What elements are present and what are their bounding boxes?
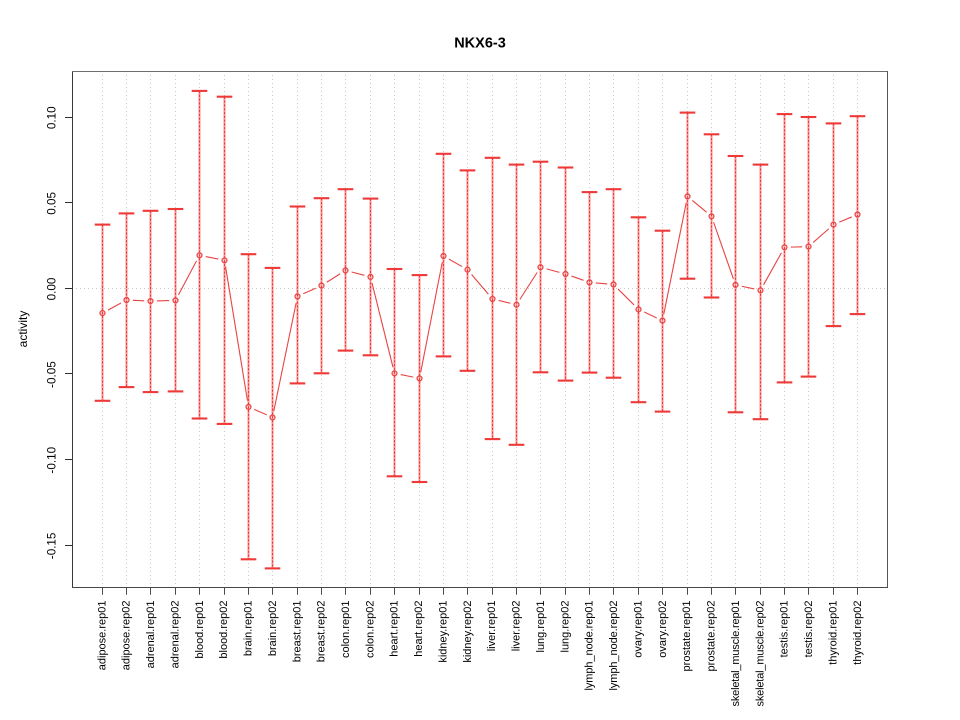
svg-text:colon.rep01: colon.rep01 — [340, 601, 352, 659]
svg-text:kidney.rep02: kidney.rep02 — [462, 601, 474, 663]
svg-text:-0.05: -0.05 — [45, 361, 58, 388]
svg-text:thyroid.rep01: thyroid.rep01 — [827, 601, 839, 665]
svg-text:blood.rep02: blood.rep02 — [218, 601, 230, 659]
svg-text:adipose.rep01: adipose.rep01 — [96, 601, 108, 671]
svg-text:adipose.rep02: adipose.rep02 — [121, 601, 133, 671]
svg-text:lymph_node.rep02: lymph_node.rep02 — [608, 601, 620, 691]
svg-text:0.10: 0.10 — [45, 106, 58, 129]
svg-text:skeletal_muscle.rep01: skeletal_muscle.rep01 — [730, 601, 742, 707]
svg-text:blood.rep01: blood.rep01 — [194, 601, 206, 659]
svg-text:adrenal.rep01: adrenal.rep01 — [145, 601, 157, 669]
svg-text:0.00: 0.00 — [45, 277, 58, 300]
svg-text:heart.rep01: heart.rep01 — [389, 601, 401, 657]
svg-text:liver.rep01: liver.rep01 — [486, 601, 498, 652]
svg-text:lung.rep01: lung.rep01 — [535, 601, 547, 653]
svg-text:breast.rep02: breast.rep02 — [316, 601, 328, 663]
svg-text:NKX6-3: NKX6-3 — [454, 36, 506, 52]
svg-text:prostate.rep02: prostate.rep02 — [706, 601, 718, 672]
svg-text:prostate.rep01: prostate.rep01 — [681, 601, 693, 672]
svg-text:ovary.rep02: ovary.rep02 — [657, 601, 669, 658]
svg-text:adrenal.rep02: adrenal.rep02 — [169, 601, 181, 669]
svg-text:brain.rep01: brain.rep01 — [243, 601, 255, 657]
svg-text:colon.rep02: colon.rep02 — [364, 601, 376, 659]
svg-text:-0.15: -0.15 — [45, 532, 58, 559]
svg-text:activity: activity — [16, 311, 30, 348]
svg-text:testis.rep01: testis.rep01 — [779, 601, 791, 658]
svg-text:skeletal_muscle.rep02: skeletal_muscle.rep02 — [754, 601, 766, 707]
svg-text:liver.rep02: liver.rep02 — [511, 601, 523, 652]
svg-text:kidney.rep01: kidney.rep01 — [437, 601, 449, 663]
svg-text:heart.rep02: heart.rep02 — [413, 601, 425, 657]
svg-text:breast.rep01: breast.rep01 — [291, 601, 303, 663]
svg-text:testis.rep02: testis.rep02 — [803, 601, 815, 658]
svg-text:brain.rep02: brain.rep02 — [267, 601, 279, 657]
svg-text:0.05: 0.05 — [45, 191, 58, 214]
svg-text:ovary.rep01: ovary.rep01 — [632, 601, 644, 658]
svg-text:-0.10: -0.10 — [45, 446, 58, 473]
svg-text:thyroid.rep02: thyroid.rep02 — [852, 601, 864, 665]
svg-text:lymph_node.rep01: lymph_node.rep01 — [584, 601, 596, 691]
svg-text:lung.rep02: lung.rep02 — [559, 601, 571, 653]
